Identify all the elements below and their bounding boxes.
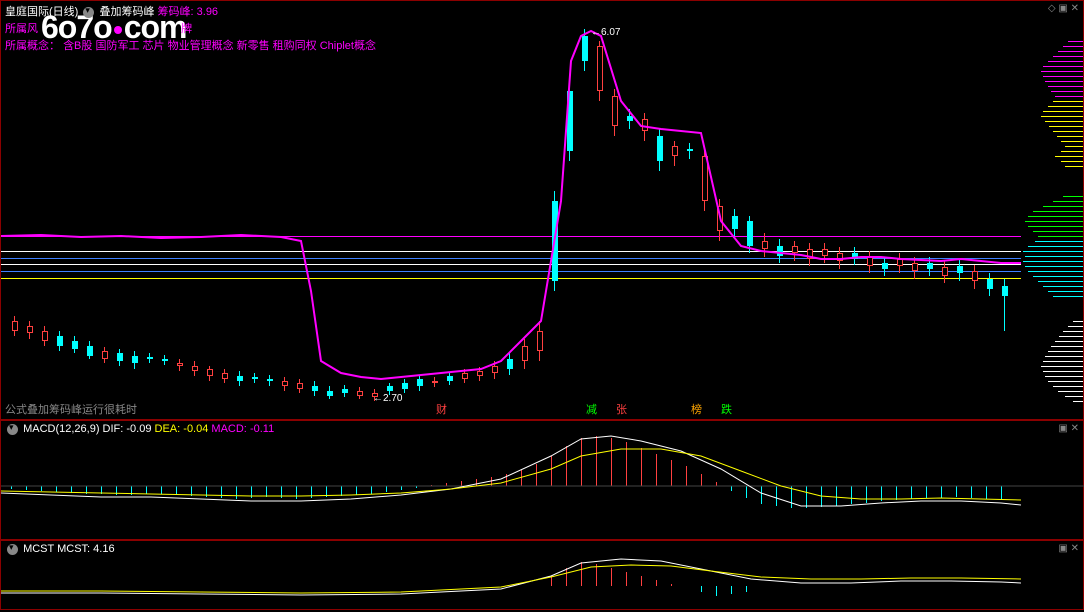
- peak-value: 3.96: [197, 6, 218, 18]
- mcst-title: MCST: [23, 543, 54, 555]
- macd-label: MACD:: [211, 423, 246, 435]
- mcst-chart-area: [1, 541, 1083, 609]
- dea-label: DEA:: [155, 423, 181, 435]
- dea-value: -0.04: [183, 423, 208, 435]
- high-price-label: ←6.07: [591, 27, 620, 38]
- panel-controls[interactable]: ◇ ▣ ✕: [1048, 3, 1079, 14]
- dropdown-icon[interactable]: [7, 544, 18, 555]
- risk-prefix: 所属风: [5, 23, 38, 35]
- peak-label: 筹码峰:: [158, 6, 194, 18]
- mcst-header: MCST MCST: 4.16: [5, 543, 115, 555]
- overlay-name: 叠加筹码峰: [99, 6, 154, 18]
- concept-text: 含B股 国防军工 芯片 物业管理概念 新零售 租购同权 Chiplet概念: [63, 40, 376, 52]
- mcst-label: MCST:: [57, 543, 90, 555]
- stock-name: 皇庭国际(日线): [5, 6, 78, 18]
- macd-value: -0.11: [250, 423, 274, 435]
- dif-value: -0.09: [126, 423, 151, 435]
- macd-title: MACD(12,26,9): [23, 423, 99, 435]
- dif-label: DIF:: [103, 423, 124, 435]
- chip-distribution: [1023, 1, 1083, 419]
- mcst-panel[interactable]: MCST MCST: 4.16 ▣ ✕: [0, 540, 1084, 610]
- macd-chart-area: [1, 421, 1083, 539]
- price-chart-area[interactable]: [1, 1, 1021, 419]
- dropdown-icon[interactable]: [7, 424, 18, 435]
- low-price-label: ←2.70: [373, 393, 402, 404]
- concept-prefix: 所属概念：: [5, 40, 60, 52]
- chart-header: 皇庭国际(日线) 叠加筹码峰 筹码峰: 3.96 所属风 牌 所属概念： 含B股…: [5, 3, 376, 54]
- risk-suffix: 牌: [181, 23, 192, 35]
- footer-warning: 公式叠加筹码峰运行很耗时: [5, 401, 137, 417]
- macd-header: MACD(12,26,9) DIF: -0.09 DEA: -0.04 MACD…: [5, 423, 274, 435]
- panel-controls[interactable]: ▣ ✕: [1058, 543, 1079, 554]
- panel-controls[interactable]: ▣ ✕: [1058, 423, 1079, 434]
- dropdown-icon[interactable]: [83, 7, 94, 18]
- main-chart-panel[interactable]: 6o7ocom 皇庭国际(日线) 叠加筹码峰 筹码峰: 3.96 所属风 牌 所…: [0, 0, 1084, 420]
- macd-panel[interactable]: MACD(12,26,9) DIF: -0.09 DEA: -0.04 MACD…: [0, 420, 1084, 540]
- mcst-value: 4.16: [93, 543, 114, 555]
